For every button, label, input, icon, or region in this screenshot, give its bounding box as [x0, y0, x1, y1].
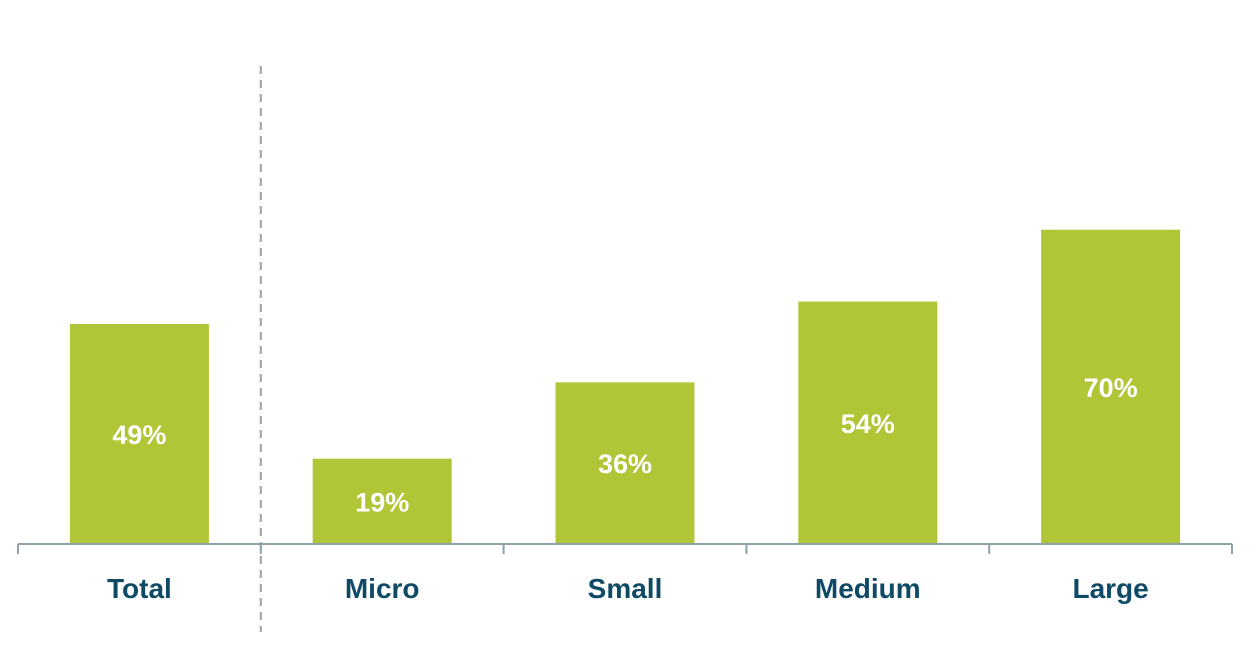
category-label-large: Large [1072, 573, 1148, 604]
bar-value-label: 19% [355, 487, 409, 517]
bar-large [1041, 229, 1181, 544]
category-label-micro: Micro [345, 573, 420, 604]
bar-value-label: 36% [598, 449, 652, 479]
category-label-medium: Medium [815, 573, 921, 604]
bar-value-label: 49% [112, 420, 166, 450]
bar-medium [798, 301, 938, 544]
category-labels: Total Micro Small Medium Large [107, 573, 1149, 604]
bar-small [555, 382, 695, 544]
category-label-total: Total [107, 573, 172, 604]
bar-total [69, 323, 209, 544]
bars-group: 49% 19% 36% 54% 70% [69, 229, 1181, 544]
x-axis-ticks [17, 544, 1233, 554]
bar-value-label: 54% [841, 409, 895, 439]
category-label-small: Small [588, 573, 663, 604]
bar-value-label: 70% [1084, 373, 1138, 403]
bar-micro [312, 458, 452, 544]
